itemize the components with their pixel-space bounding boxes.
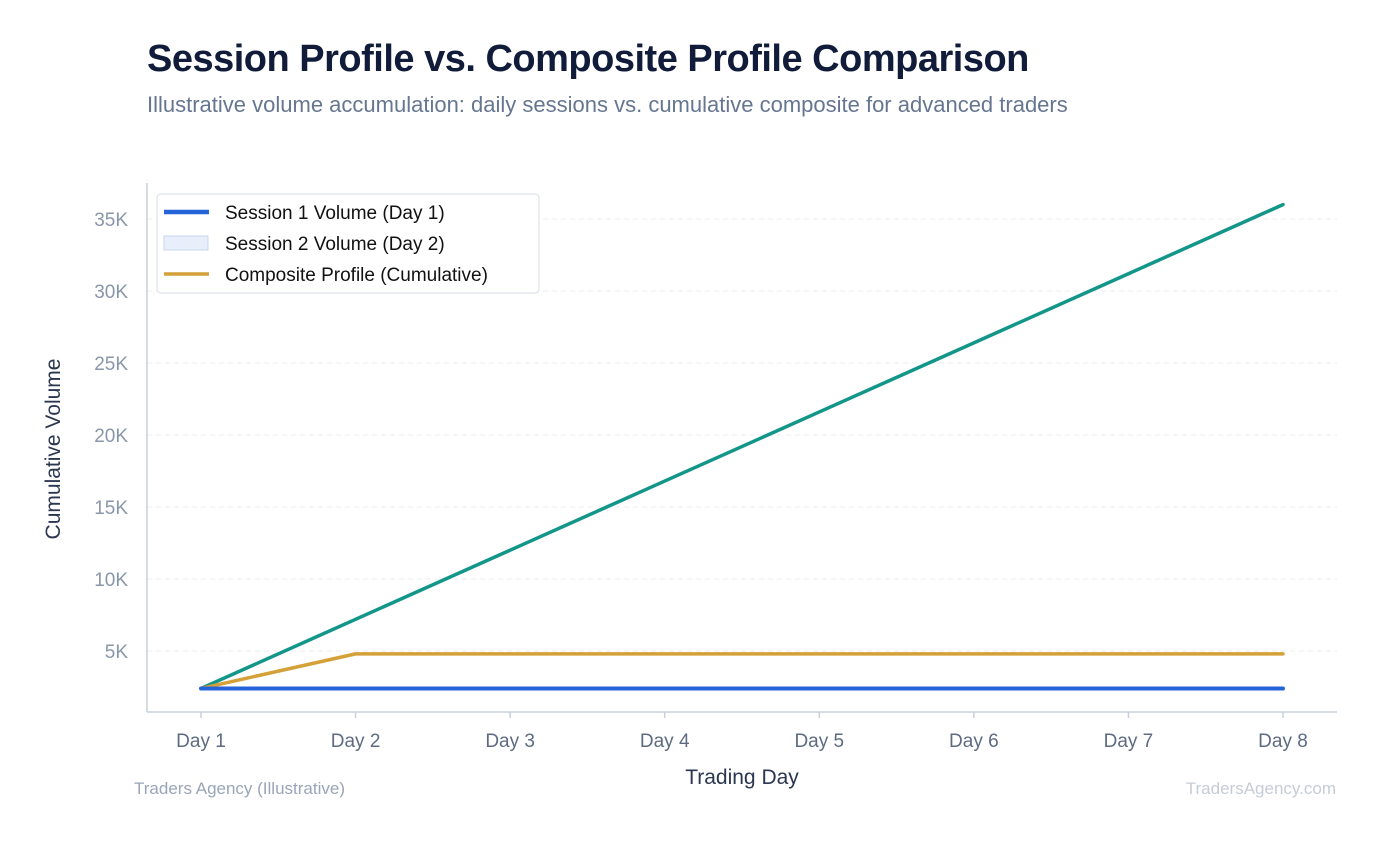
- x-tick-label: Day 1: [176, 731, 226, 752]
- legend-label: Session 1 Volume (Day 1): [225, 203, 445, 224]
- legend-swatch-session-2: [163, 235, 209, 251]
- y-tick-label: 15K: [94, 498, 128, 519]
- x-tick-label: Day 4: [640, 731, 690, 752]
- legend-label: Composite Profile (Cumulative): [225, 265, 488, 286]
- y-axis-label: Cumulative Volume: [42, 359, 65, 540]
- series-line-2: [199, 652, 1285, 691]
- y-tick-label: 30K: [94, 282, 128, 303]
- legend: Session 1 Volume (Day 1) Session 2 Volume…: [156, 193, 540, 294]
- footer-watermark: TradersAgency.com: [1185, 779, 1336, 798]
- x-tick-label: Day 7: [1104, 731, 1154, 752]
- series-line-3: [199, 202, 1285, 691]
- x-tick-label: Day 3: [485, 731, 535, 752]
- y-tick-label: 5K: [105, 642, 129, 663]
- legend-box: [156, 193, 540, 294]
- y-tick-label: 10K: [94, 570, 128, 591]
- legend-label: Session 2 Volume (Day 2): [225, 234, 445, 255]
- axes: 5K 10K 15K 20K 25K 30K 35K Day 1 Day 2 Day 3 Day 4…: [94, 183, 1337, 752]
- chart-title: Session Profile vs. Composite Profile Co…: [147, 38, 1029, 80]
- x-tick-label: Day 6: [949, 731, 999, 752]
- y-tick-label: 25K: [94, 354, 128, 375]
- x-tick-label: Day 5: [794, 731, 844, 752]
- y-tick-label: 35K: [94, 210, 128, 231]
- y-tick-label: 20K: [94, 426, 128, 447]
- footer-source: Traders Agency (Illustrative): [134, 779, 345, 798]
- x-tick-label: Day 8: [1258, 731, 1308, 752]
- chart-subtitle: Illustrative volume accumulation: daily …: [147, 92, 1068, 117]
- x-tick-label: Day 2: [331, 731, 381, 752]
- x-axis-label: Trading Day: [685, 766, 799, 789]
- series-lines: [199, 202, 1285, 691]
